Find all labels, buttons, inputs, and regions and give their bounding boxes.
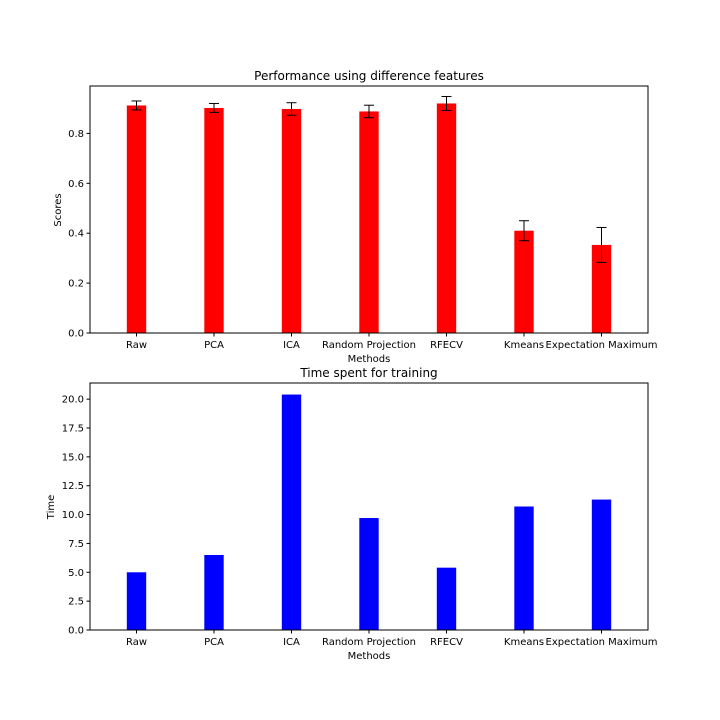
time-y-tick-label: 17.5 (62, 424, 84, 435)
time-chart-title: Time spent for training (299, 366, 437, 380)
performance-chart-marks (126, 95, 612, 334)
performance-y-tick-label: 0.4 (68, 229, 84, 240)
time-x-tick-label: Raw (126, 637, 147, 648)
time-x-tick-label: Random Projection (322, 637, 416, 648)
time-bar (514, 506, 534, 630)
time-chart-marks (126, 394, 612, 630)
performance-bar (591, 244, 612, 333)
performance-chart-y-axis-label: Scores (53, 193, 64, 226)
performance-bar (359, 111, 379, 333)
time-y-tick-label: 15.0 (62, 452, 84, 463)
time-y-tick-label: 0.0 (68, 626, 84, 637)
time-y-tick-label: 5.0 (68, 568, 84, 579)
performance-x-tick-label: RFECV (430, 340, 463, 351)
time-bar (281, 394, 302, 630)
performance-x-tick-label: ICA (283, 340, 300, 351)
performance-chart: Performance using difference features Ra… (53, 69, 657, 365)
time-bar (126, 572, 147, 630)
performance-chart-y-axis: 0.0 0.2 0.4 0.6 0.8 (68, 129, 90, 340)
time-bar (591, 499, 612, 630)
time-x-tick-label: ICA (283, 637, 300, 648)
time-bar (359, 518, 379, 630)
performance-chart-title: Performance using difference features (254, 69, 484, 83)
time-bar (436, 567, 457, 630)
time-y-tick-label: 12.5 (62, 481, 84, 492)
performance-y-tick-label: 0.2 (68, 279, 84, 290)
performance-x-tick-label: Raw (126, 340, 147, 351)
time-x-tick-label: Expectation Maximum (546, 637, 658, 648)
performance-y-tick-label: 0.0 (68, 329, 84, 340)
performance-x-tick-label: Expectation Maximum (546, 340, 658, 351)
time-x-tick-label: RFECV (430, 637, 463, 648)
time-chart-y-axis: 0.0 2.5 5.0 7.5 10.0 12.5 15.0 17.5 20.0 (62, 395, 90, 637)
time-chart-x-axis-label: Methods (348, 651, 391, 662)
performance-bar (514, 230, 534, 333)
performance-x-tick-label: Random Projection (322, 340, 416, 351)
time-y-tick-label: 7.5 (68, 539, 84, 550)
time-x-tick-label: Kmeans (504, 637, 544, 648)
performance-y-tick-label: 0.8 (68, 129, 84, 140)
time-x-tick-label: PCA (204, 637, 224, 648)
performance-bar (281, 108, 302, 333)
performance-x-tick-label: PCA (204, 340, 224, 351)
performance-y-tick-label: 0.6 (68, 179, 84, 190)
performance-bar (436, 103, 457, 333)
time-y-tick-label: 20.0 (62, 395, 84, 406)
performance-chart-x-axis-label: Methods (348, 354, 391, 365)
performance-chart-x-axis: Raw PCA ICA Random Projection RFECV Kmeans Exp… (126, 333, 657, 351)
time-chart-x-axis: Raw PCA ICA Random Projection RFECV Kmeans Exp… (126, 630, 657, 648)
time-y-tick-label: 10.0 (62, 510, 84, 521)
performance-bar (204, 107, 224, 333)
time-chart-y-axis-label: Time (46, 495, 57, 520)
performance-bar (126, 105, 147, 334)
time-chart: Time spent for training Raw PCA ICA Random … (46, 366, 657, 662)
time-y-tick-label: 2.5 (68, 597, 84, 608)
performance-x-tick-label: Kmeans (504, 340, 544, 351)
time-bar (204, 554, 224, 630)
